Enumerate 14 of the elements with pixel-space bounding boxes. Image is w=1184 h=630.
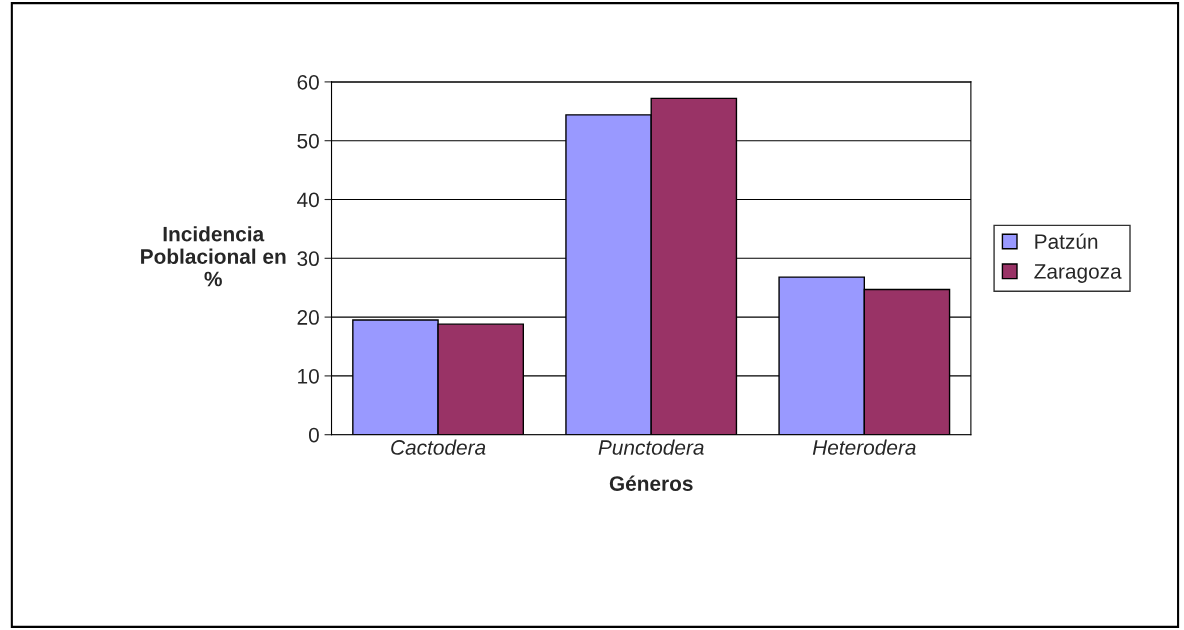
x-axis-title: Géneros bbox=[609, 475, 693, 491]
legend-label: Patzún bbox=[1035, 233, 1098, 249]
x-tick-label: Cactodera bbox=[391, 439, 486, 455]
y-axis-title: Incidencia Poblacional en % bbox=[141, 226, 286, 287]
y-tick-label: 30 bbox=[297, 251, 319, 267]
y-tick-label: 50 bbox=[297, 133, 319, 149]
y-tick-label: 10 bbox=[298, 368, 319, 384]
y-tick-label: 20 bbox=[297, 310, 319, 325]
legend-label: Zaragoza bbox=[1034, 264, 1122, 283]
x-tick-label: Punctodera bbox=[598, 439, 704, 455]
x-tick-label: Heterodera bbox=[812, 439, 916, 455]
y-tick-label: 0 bbox=[308, 427, 319, 443]
y-tick-label: 40 bbox=[297, 192, 319, 208]
y-tick-label: 60 bbox=[297, 74, 319, 90]
